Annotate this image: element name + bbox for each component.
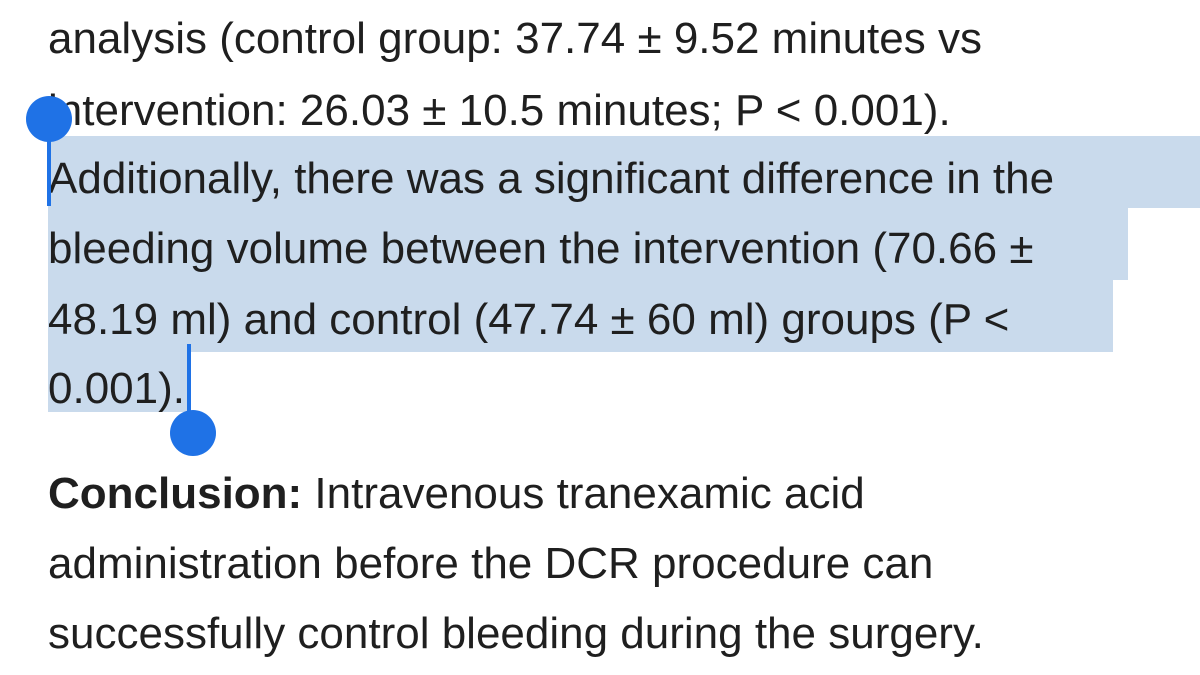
- abstract-line-4: bleeding volume between the intervention…: [48, 224, 1034, 273]
- abstract-line-2: intervention: 26.03 ± 10.5 minutes; P < …: [48, 86, 951, 135]
- conclusion-line-2: administration before the DCR procedure …: [48, 539, 934, 588]
- conclusion-line-1: Conclusion: Intravenous tranexamic acid: [48, 469, 865, 519]
- selection-end-handle[interactable]: [170, 410, 216, 456]
- selection-start-handle[interactable]: [26, 96, 72, 142]
- selection-highlight-row-3: [48, 280, 1113, 352]
- conclusion-heading: Conclusion:: [48, 469, 303, 518]
- selection-start-caret: [47, 130, 51, 206]
- selection-end-caret: [187, 344, 191, 416]
- selection-highlight-row-2: [48, 208, 1128, 280]
- abstract-line-5: 48.19 ml) and control (47.74 ± 60 ml) gr…: [48, 295, 1010, 344]
- conclusion-line-3: successfully control bleeding during the…: [48, 609, 984, 658]
- abstract-line-3: Additionally, there was a significant di…: [48, 154, 1055, 203]
- abstract-line-6: 0.001).: [48, 364, 185, 413]
- selection-highlight-row-4: [48, 352, 190, 412]
- conclusion-text-1: Intravenous tranexamic acid: [302, 469, 865, 518]
- abstract-line-1: analysis (control group: 37.74 ± 9.52 mi…: [48, 14, 982, 63]
- selection-highlight-row-1: [48, 136, 1200, 208]
